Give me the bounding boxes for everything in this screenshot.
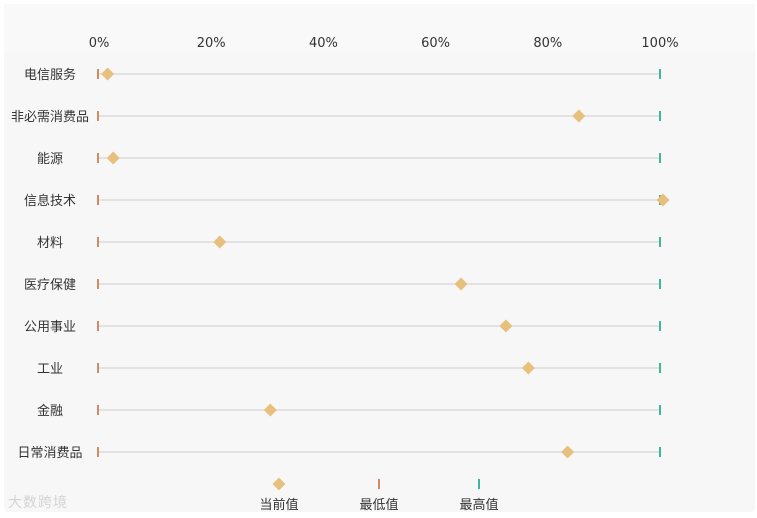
category-label: 公用事业 [24, 320, 76, 335]
category-label: 医疗保健 [24, 278, 76, 293]
x-tick-label: 20% [197, 36, 226, 51]
current-value-point [101, 67, 115, 81]
current-value-point [561, 445, 575, 459]
current-value-point [656, 193, 670, 207]
category-label: 日常消费品 [17, 446, 82, 461]
x-tick-label: 40% [309, 36, 338, 51]
x-tick-label: 0% [89, 36, 110, 51]
watermark-text: 大数跨境 [8, 495, 68, 511]
category-label: 非必需消费品 [11, 110, 89, 125]
category-label: 材料 [37, 236, 63, 251]
category-label: 金融 [37, 403, 63, 419]
x-tick-label: 80% [533, 36, 562, 51]
category-label: 信息技术 [24, 193, 76, 209]
current-value-point [499, 319, 513, 333]
current-value-point [263, 403, 277, 417]
category-label: 能源 [37, 152, 63, 167]
current-value-point [106, 151, 120, 165]
legend-label: 最低值 [359, 497, 398, 513]
category-label: 电信服务 [24, 67, 76, 83]
current-value-point [213, 235, 227, 249]
x-tick-label: 60% [421, 36, 450, 51]
axis-header-band [4, 4, 755, 52]
current-value-point [521, 361, 535, 375]
current-value-point [454, 277, 468, 291]
chart-background [4, 4, 755, 512]
legend-current-swatch [272, 477, 286, 491]
category-label: 工业 [37, 362, 63, 377]
legend-label: 当前值 [259, 497, 298, 513]
current-value-point [572, 109, 586, 123]
legend-label: 最高值 [459, 497, 498, 513]
x-tick-label: 100% [641, 36, 678, 51]
